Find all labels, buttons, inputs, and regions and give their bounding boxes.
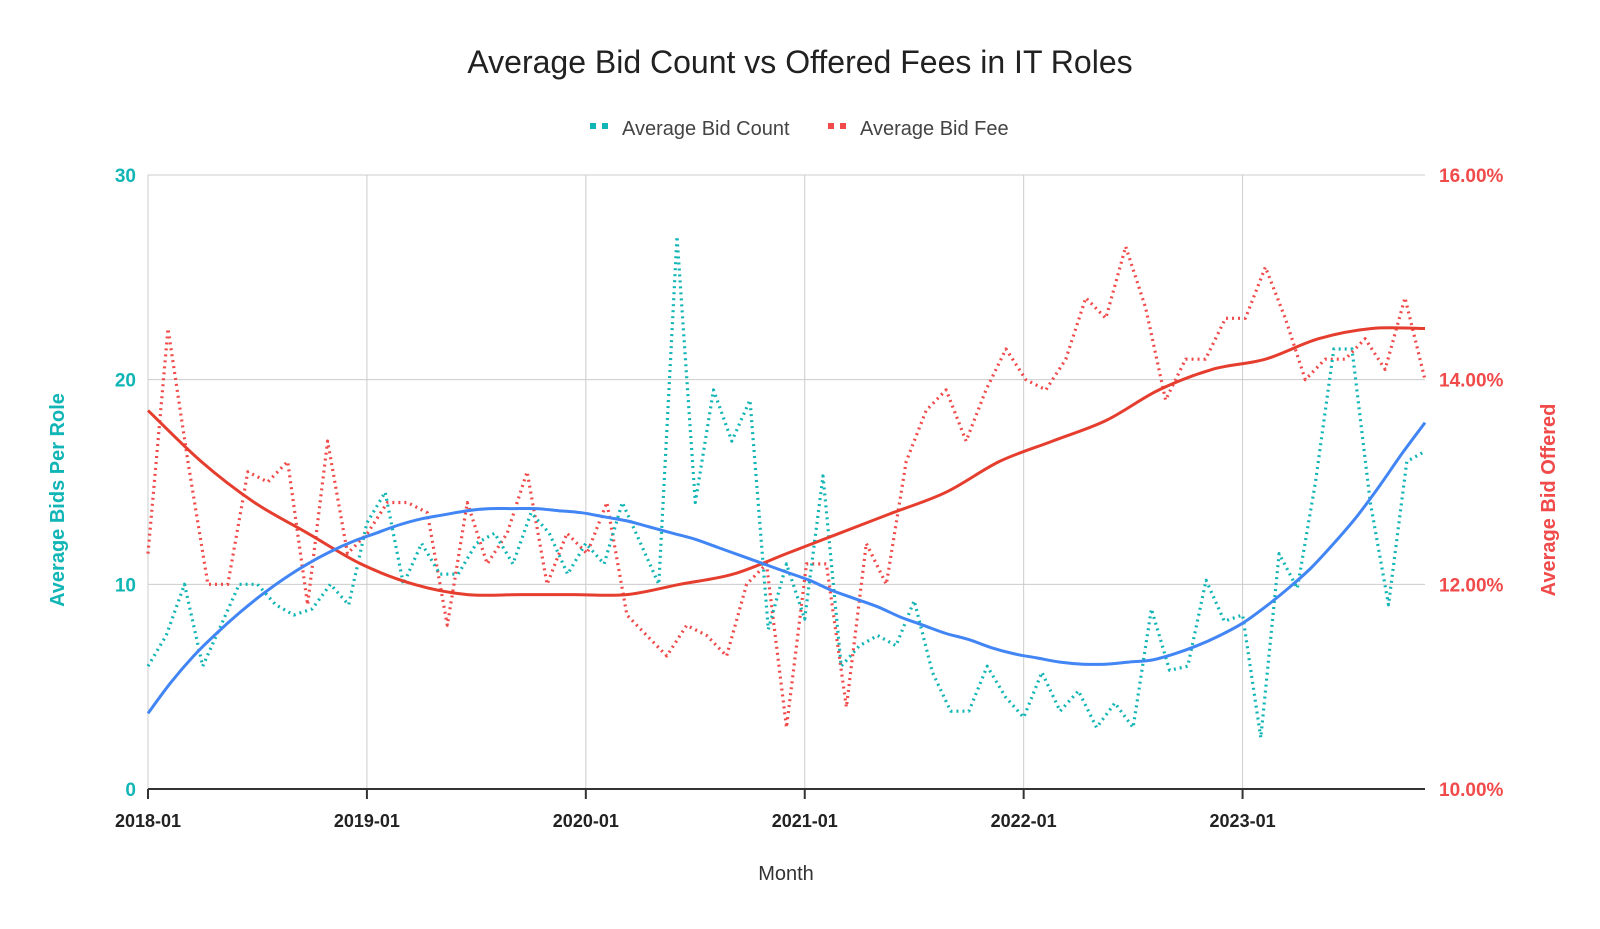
axes: 0 10 20 30 10.00% 12.00% 14.00% 16.00% 2018-01 20… [115, 166, 1504, 831]
x-axis-title: Month [758, 863, 814, 885]
x-tick-label: 2021-01 [772, 811, 838, 831]
legend-item-average-bid-fee: Average Bid Fee [828, 118, 1009, 140]
grid [147, 174, 1425, 789]
legend-swatch-dot [828, 123, 834, 129]
y-right-tick-label: 14.00% [1439, 371, 1504, 392]
y-right-tick-label: 16.00% [1439, 166, 1504, 187]
trendline-average-bid-fee [146, 326, 1426, 597]
y-left-tick-label: 0 [125, 780, 136, 801]
series-layer [146, 234, 1427, 740]
legend-swatch-dot [840, 123, 846, 129]
y-right-tick-label: 10.00% [1439, 780, 1504, 801]
x-tick-label: 2018-01 [115, 811, 181, 831]
legend-label: Average Bid Fee [860, 118, 1009, 140]
x-tick-label: 2022-01 [991, 811, 1057, 831]
x-tick-label: 2023-01 [1210, 811, 1276, 831]
legend: Average Bid Count Average Bid Fee [590, 118, 1009, 140]
trendline-average-bid-count [146, 421, 1427, 715]
x-tick-label: 2020-01 [553, 811, 619, 831]
series-line-average-bid-count [146, 234, 1426, 740]
series-line-average-bid-fee [146, 245, 1427, 730]
legend-item-average-bid-count: Average Bid Count [590, 118, 790, 140]
chart-title: Average Bid Count vs Offered Fees in IT … [467, 44, 1132, 80]
y-left-tick-label: 10 [115, 575, 136, 596]
y-right-tick-label: 12.00% [1439, 575, 1504, 596]
legend-swatch-dot [602, 123, 608, 129]
y-left-tick-label: 30 [115, 166, 136, 187]
legend-label: Average Bid Count [622, 118, 790, 140]
x-tick-label: 2019-01 [334, 811, 400, 831]
y-axis-right-title: Average Bid Offered [1538, 404, 1560, 597]
legend-swatch-dot [590, 123, 596, 129]
y-axis-left-title: Average Bids Per Role [47, 393, 69, 607]
y-left-tick-label: 20 [115, 371, 136, 392]
